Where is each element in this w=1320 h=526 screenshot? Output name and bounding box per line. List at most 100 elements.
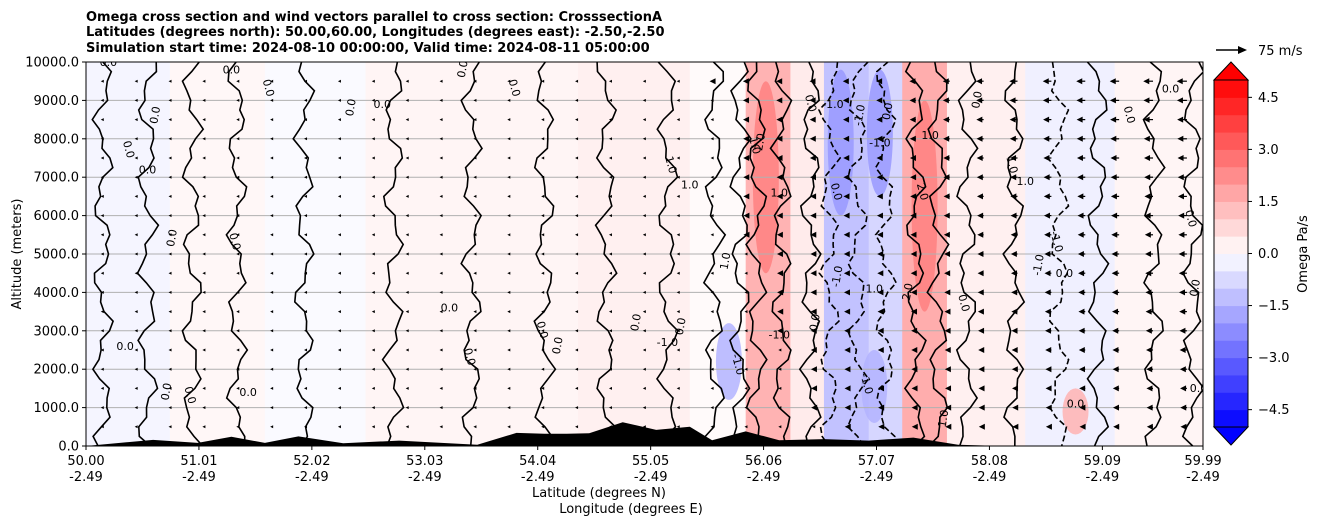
wind-vector-head (405, 137, 409, 141)
wind-vector (168, 98, 172, 102)
wind-vector-head (575, 386, 579, 390)
wind-vector-head (405, 156, 409, 160)
wind-vector (942, 78, 950, 85)
contour-label: 1.0 (770, 186, 788, 199)
wind-vector (100, 156, 104, 160)
wind-vector-head (541, 98, 545, 102)
wind-vector-head (608, 290, 612, 294)
wind-vector (405, 252, 409, 256)
wind-vector (1043, 212, 1052, 219)
wind-vector-head (1042, 97, 1049, 104)
wind-vector-head (270, 271, 274, 275)
wind-vector (710, 367, 714, 371)
wind-vector-head (236, 386, 240, 390)
wind-vector (1079, 366, 1086, 373)
wind-vector-head (742, 97, 749, 104)
wind-vector (100, 290, 104, 294)
x-tick-label-lon: -2.49 (1186, 470, 1220, 485)
wind-vector (371, 367, 375, 371)
wind-vector-head (778, 348, 782, 352)
wind-vector (575, 194, 579, 198)
wind-vector (743, 155, 750, 161)
wind-vector (876, 116, 883, 123)
wind-vector (202, 156, 206, 160)
wind-vector (608, 214, 612, 218)
wind-vector-head (744, 310, 748, 314)
wind-vector-head (743, 231, 750, 238)
colorbar-tick-label: 3.0 (1258, 143, 1279, 158)
wind-vector-head (371, 233, 375, 237)
wind-vector-head (776, 193, 783, 200)
wind-vector-head (1043, 193, 1050, 200)
wind-vector-head (337, 214, 341, 218)
colorbar-tick-label: −3.0 (1258, 351, 1290, 366)
wind-vector (304, 156, 308, 160)
wind-vector-head (371, 271, 375, 275)
wind-vector (236, 194, 240, 198)
wind-vector (1011, 289, 1018, 296)
wind-vector (876, 135, 883, 142)
wind-vector-head (236, 425, 240, 429)
wind-vector-head (742, 78, 749, 85)
wind-vector (1010, 251, 1018, 257)
wind-vector (1078, 270, 1086, 277)
wind-vector-head (575, 175, 579, 179)
colorbar-cell (1214, 184, 1248, 202)
wind-vector (642, 386, 646, 390)
wind-vector-head (134, 79, 138, 83)
wind-vector-head (473, 98, 477, 102)
wind-vector (608, 98, 612, 102)
wind-vector (134, 271, 138, 275)
wind-vector (541, 175, 545, 179)
wind-vector (1009, 135, 1018, 142)
wind-vector (809, 155, 816, 161)
wind-vector-head (304, 137, 308, 141)
wind-vector-head (575, 79, 579, 83)
colorbar-tick-label: −1.5 (1258, 299, 1290, 314)
wind-vector-head (910, 270, 917, 277)
wind-vector (844, 385, 851, 392)
wind-vector (744, 271, 748, 275)
wind-vector (134, 406, 138, 410)
wind-vector (473, 290, 477, 294)
wind-vector-head (1144, 193, 1151, 200)
omega-contours (91, 62, 1203, 446)
wind-vector-head (337, 290, 341, 294)
wind-vector (1177, 193, 1187, 200)
wind-vector (976, 135, 984, 142)
contour-label: 0.0 (1182, 208, 1199, 228)
wind-vector (100, 98, 104, 102)
colorbar-cell (1214, 149, 1248, 168)
wind-vector-head (710, 233, 714, 237)
wind-vector-head (1044, 308, 1051, 315)
wind-vector-head (1011, 327, 1018, 334)
wind-vector (202, 118, 206, 122)
contour-label: 1.0 (936, 409, 952, 428)
wind-vector (304, 290, 308, 294)
wind-vector-head (976, 97, 983, 104)
wind-vector (100, 386, 104, 390)
wind-vector (541, 98, 545, 102)
wind-vector-head (810, 308, 817, 315)
wind-vector-head (1176, 78, 1183, 85)
wind-vector-head (642, 214, 646, 218)
wind-vector-head (168, 137, 172, 141)
contour-line (381, 62, 405, 446)
wind-vector (134, 98, 138, 102)
wind-vector (270, 425, 274, 429)
wind-vector (1077, 193, 1086, 200)
wind-vector-head (1145, 327, 1152, 334)
contour-line (846, 62, 870, 446)
wind-vector (168, 175, 172, 179)
wind-vector-head (676, 214, 680, 218)
wind-vector-head (1079, 404, 1086, 411)
wind-vector-head (541, 79, 545, 83)
colorbar-cell (1214, 392, 1248, 411)
wind-vector (844, 308, 851, 315)
contour-line (955, 62, 979, 446)
wind-vector-head (1044, 289, 1051, 296)
wind-vector (778, 367, 782, 371)
wind-vector (541, 194, 545, 198)
wind-vector (405, 156, 409, 160)
wind-vector-head (676, 98, 680, 102)
